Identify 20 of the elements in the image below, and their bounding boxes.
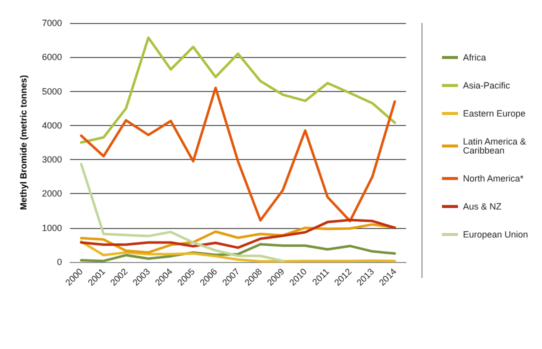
legend-label: North America*: [462, 174, 524, 184]
y-tick-label: 7000: [42, 18, 62, 28]
line-series: [80, 36, 396, 144]
y-tick-label: 6000: [42, 52, 62, 62]
legend-label: Eastern Europe: [462, 108, 526, 118]
legend-label: European Union: [462, 230, 528, 240]
line-series: [80, 86, 396, 222]
y-tick-label: 1000: [42, 222, 62, 233]
y-tick-label: 2000: [42, 188, 62, 199]
y-tick-label: 0: [56, 257, 62, 267]
y-tick-label: 3000: [42, 154, 62, 165]
y-axis-title: Methyl Bromide (metric tonnes): [18, 74, 28, 210]
y-tick-label: 5000: [42, 86, 62, 96]
legend-label: Aus & NZ: [462, 202, 502, 212]
y-tick-label: 4000: [42, 120, 62, 130]
line-series: [80, 162, 284, 262]
legend-label: Asia-Pacific: [462, 80, 510, 90]
legend-label: Africa: [462, 52, 486, 62]
line-series: [80, 218, 396, 249]
legend-label: Latin America & Caribbean: [462, 136, 529, 156]
